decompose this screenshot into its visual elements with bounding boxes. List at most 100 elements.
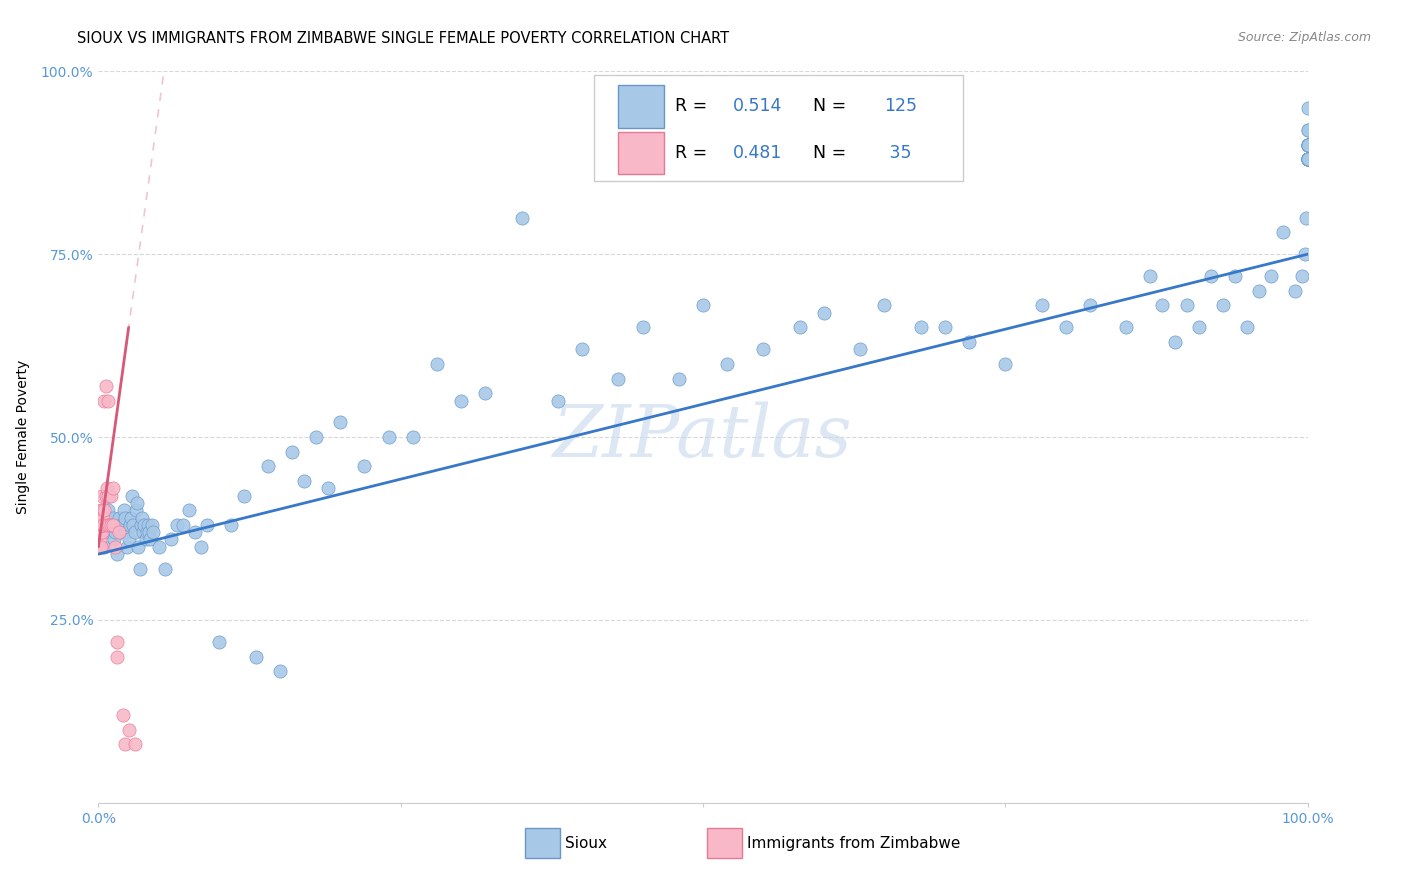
Point [90,503,112,517]
Point [1296,137,1319,152]
Point [1296,152,1319,166]
Point [94,379,117,393]
Point [957,334,980,349]
Point [90,525,112,540]
Point [813,306,835,320]
Text: SIOUX VS IMMIGRANTS FROM ZIMBABWE SINGLE FEMALE POVERTY CORRELATION CHART: SIOUX VS IMMIGRANTS FROM ZIMBABWE SINGLE… [77,31,730,46]
Point [221,517,243,532]
Point [292,474,315,488]
Point [329,416,352,430]
Point [128,562,150,576]
Point [179,503,201,517]
Point [90,517,112,532]
Point [135,533,157,547]
Point [426,357,449,371]
Point [115,525,138,540]
Point [89,540,111,554]
Point [1296,152,1319,166]
Point [1291,269,1313,284]
Point [1223,269,1246,284]
Point [153,562,176,576]
Point [1296,137,1319,152]
Point [1296,152,1319,166]
Point [118,723,141,737]
Point [789,320,811,334]
Point [97,393,120,408]
Point [1152,298,1174,312]
Point [1296,137,1319,152]
Point [91,517,114,532]
Point [111,517,134,532]
Point [1236,320,1258,334]
Point [121,489,143,503]
Point [1296,152,1319,166]
Point [100,517,122,532]
Point [190,540,212,554]
Point [108,525,131,540]
Text: Sioux: Sioux [565,836,607,851]
Point [94,489,117,503]
Point [100,489,122,503]
Point [752,343,775,357]
Point [112,503,135,517]
FancyBboxPatch shape [619,85,664,128]
Point [1212,298,1234,312]
Point [510,211,533,225]
Text: ZIPatlas: ZIPatlas [553,401,853,473]
Point [110,517,132,532]
Point [134,517,156,532]
Point [402,430,425,444]
Point [148,540,170,554]
Point [547,393,569,408]
Point [1296,137,1319,152]
Point [1296,152,1319,166]
Point [135,525,157,540]
Point [1199,269,1222,284]
Point [184,525,207,540]
Point [98,489,121,503]
Point [91,517,114,532]
Point [1175,298,1198,312]
Text: Source: ZipAtlas.com: Source: ZipAtlas.com [1237,31,1371,45]
Point [1163,334,1185,349]
Point [631,320,654,334]
Point [1296,123,1319,137]
Point [138,525,160,540]
Point [232,489,254,503]
Point [105,635,128,649]
Point [353,459,375,474]
Point [139,533,162,547]
Point [692,298,714,312]
Point [873,298,896,312]
Point [118,533,141,547]
Point [105,649,128,664]
Point [120,510,142,524]
Point [117,540,139,554]
Point [1054,320,1077,334]
Point [1296,152,1319,166]
Point [122,517,145,532]
Point [101,481,124,495]
Point [1139,269,1161,284]
Point [1031,298,1053,312]
Text: 0.514: 0.514 [734,97,783,115]
Point [1078,298,1101,312]
Point [172,517,194,532]
FancyBboxPatch shape [619,131,664,174]
Point [93,393,115,408]
Text: R =: R = [675,97,713,115]
Point [93,503,115,517]
Point [269,664,291,678]
FancyBboxPatch shape [526,829,561,858]
Point [1296,152,1319,166]
Point [1115,320,1137,334]
Point [127,496,149,510]
Point [166,517,188,532]
Point [98,517,121,532]
Point [716,357,738,371]
Point [1188,320,1211,334]
Point [97,503,120,517]
Point [1296,152,1319,166]
Point [125,503,148,517]
Point [127,540,149,554]
